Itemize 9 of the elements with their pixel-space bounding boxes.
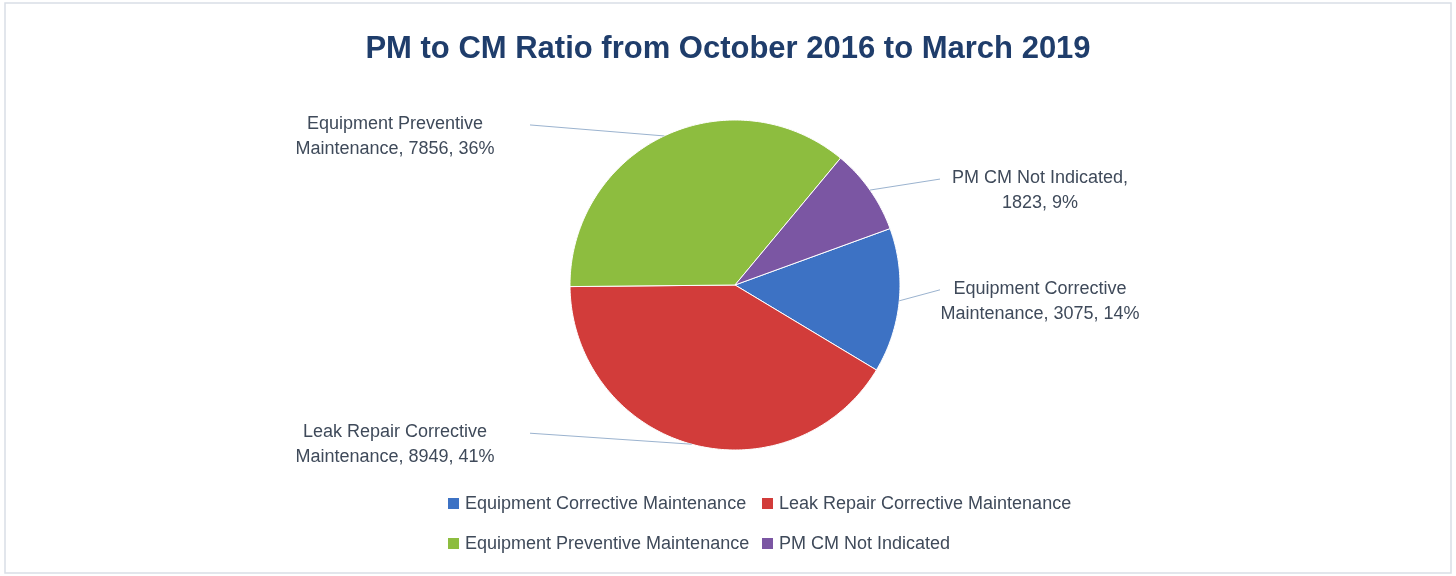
legend-label: Leak Repair Corrective Maintenance — [779, 493, 1072, 513]
data-label: PM CM Not Indicated, 1823, 9% — [951, 167, 1129, 213]
legend-label: Equipment Preventive Maintenance — [465, 533, 750, 553]
legend-label: Equipment Corrective Maintenance — [465, 493, 747, 513]
chart-title: PM to CM Ratio from October 2016 to March 2019 — [365, 30, 1091, 65]
data-label: Leak Repair Corrective Maintenance, 8949, 41% — [295, 421, 495, 467]
data-label: Equipment Corrective Maintenance, 3075, 14% — [940, 277, 1140, 323]
legend-label: PM CM Not Indicated — [779, 533, 951, 553]
data-label: Equipment Preventive Maintenance, 7856, 36% — [295, 112, 495, 158]
